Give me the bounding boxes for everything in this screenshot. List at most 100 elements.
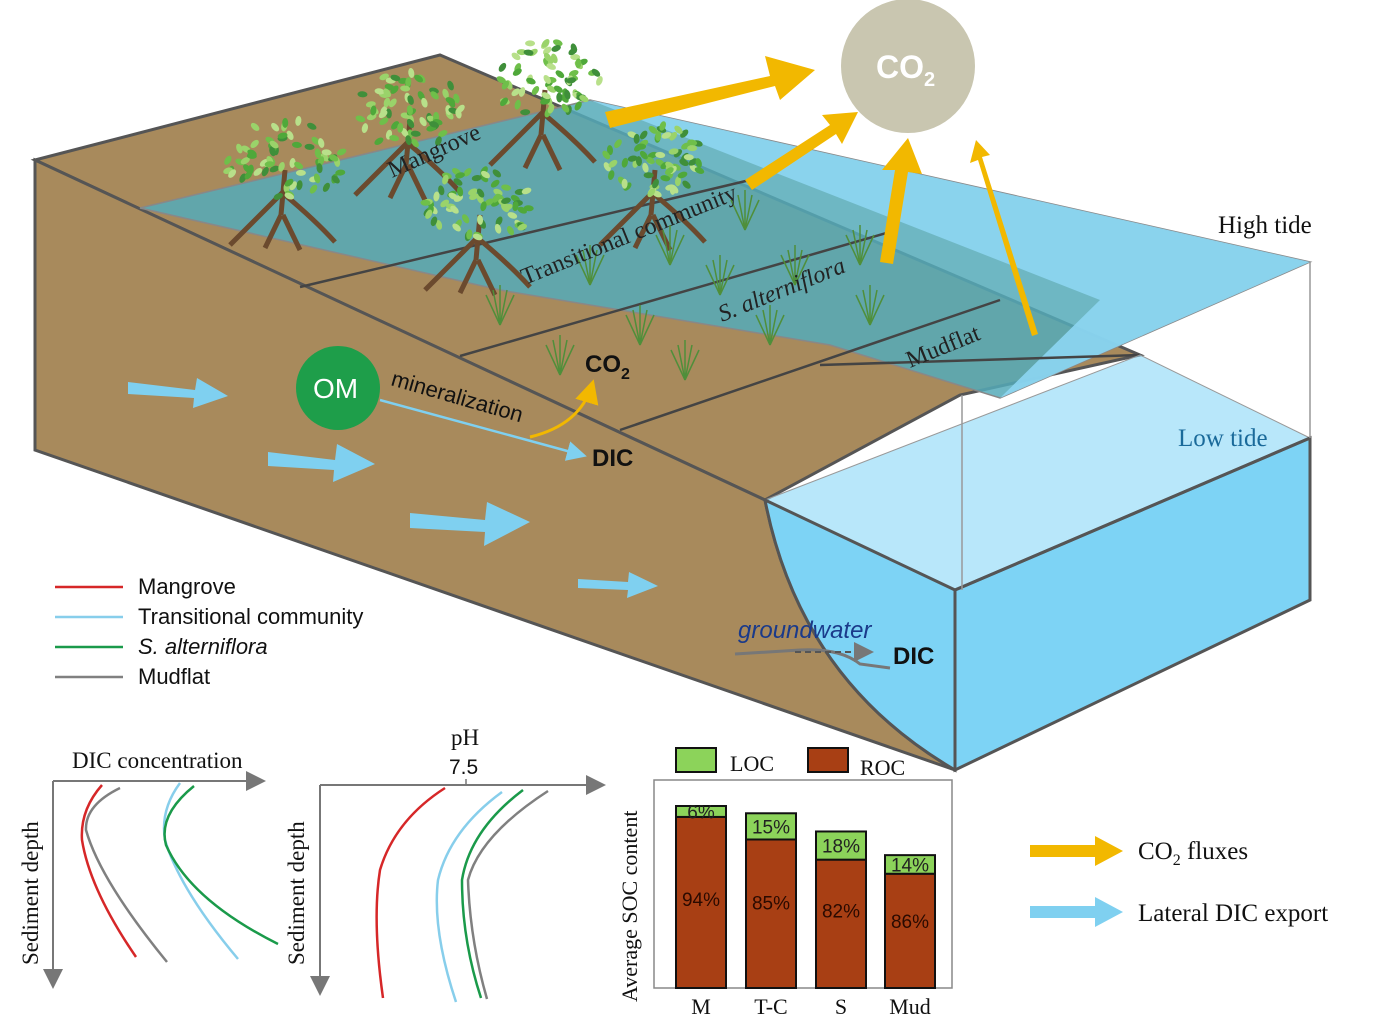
dic-x-label: DIC concentration [72, 748, 243, 773]
bar-loc-M [675, 805, 727, 818]
dic-y-label: Sediment depth [18, 821, 43, 965]
ph-curve-mangrove [375, 786, 446, 999]
bar-loc-S [815, 830, 867, 861]
line-legend: Mangrove Transitional community S. alter… [55, 574, 363, 689]
dic-curve-mudflat [84, 786, 168, 963]
grass-tuft [575, 245, 605, 286]
mangrove-tree [223, 115, 347, 252]
legend-dic-export-arrow [1030, 897, 1123, 927]
low-tide-label: Low tide [1178, 425, 1268, 452]
bar-roc-label: 82% [822, 902, 860, 923]
legend-label-mudflat: Mudflat [138, 664, 210, 689]
soc-bars: 6% 94% M 15% 85% T-C 18% 82% S 14% 86% Mud [675, 802, 936, 1019]
soc-legend-loc-label: LOC [730, 751, 774, 776]
legend-co2-flux-arrow [1030, 836, 1123, 866]
mangrove-tree [488, 39, 603, 172]
mangrove-tree [598, 121, 707, 252]
co2-flux-arrow-mangrove [605, 56, 815, 128]
bar-roc-S [815, 858, 867, 990]
bar-loc-label: 14% [891, 855, 929, 876]
legend-co2-flux-label: CO2 fluxes [1138, 838, 1248, 869]
ph-curve-salterniflora [460, 789, 524, 999]
co2-flux-arrow-salterniflora [880, 138, 922, 264]
grass-tuft [485, 285, 515, 326]
high-tide-label: High tide [1218, 212, 1312, 239]
legend-label-salterniflora: S. alterniflora [138, 634, 268, 659]
soc-legend-loc-swatch [675, 747, 717, 773]
bar-roc-label: 85% [752, 893, 790, 914]
grass-tuft [670, 340, 700, 381]
arrow-legend: CO2 fluxes Lateral DIC export [1030, 836, 1328, 927]
grass-tuft [625, 305, 655, 346]
ph-profile-chart: pH 7.5 Sediment depth [284, 725, 606, 1003]
ph-x-label: pH [451, 725, 479, 750]
ph-curve-transitional [435, 790, 503, 1003]
grass-tuft [545, 335, 575, 376]
spartina-grass [485, 190, 885, 381]
grass-tuft [730, 190, 760, 231]
dic-arrow-4 [578, 572, 658, 598]
mineralization-arrow [379, 398, 587, 461]
co2-flux-arrow-mudflat [970, 140, 1038, 336]
bar-category-label: S [835, 994, 847, 1019]
groundwater-line [734, 648, 891, 670]
mangrove-tree [420, 166, 534, 297]
dic-profile-chart: DIC concentration Sediment depth [18, 748, 279, 989]
soc-y-label: Average SOC content [617, 811, 642, 1002]
soc-bar-chart: LOC ROC Average SOC content 6% 94% M 15% 85%… [617, 747, 953, 1019]
bar-loc-label: 15% [752, 817, 790, 838]
bar-loc-T-C [745, 812, 797, 841]
dic-arrow-2 [268, 444, 375, 482]
zone-dividers [299, 178, 1141, 432]
legend-dic-export-label: Lateral DIC export [1138, 900, 1328, 927]
lateral-dic-arrows [128, 378, 658, 598]
sediment-co2-label: CO2 [585, 351, 630, 383]
grass-tuft [755, 305, 785, 346]
ph-tick-label: 7.5 [449, 756, 478, 779]
dic-curve-mangrove [80, 784, 138, 958]
atmospheric-co2-circle [841, 0, 975, 133]
atmospheric-co2-label: CO2 [876, 49, 935, 91]
bar-roc-label: 94% [682, 890, 720, 911]
low-tide-water-box [762, 262, 1312, 773]
co2-flux-arrows [605, 56, 1038, 336]
co2-flux-arrow-transitional [745, 112, 858, 190]
bar-loc-label: 18% [822, 837, 860, 858]
ph-y-label: Sediment depth [284, 821, 309, 965]
bar-roc-M [675, 815, 727, 989]
bar-category-label: M [691, 994, 711, 1019]
bar-category-label: T-C [754, 994, 787, 1019]
bar-loc-label: 6% [687, 802, 715, 823]
bar-roc-Mud [884, 872, 936, 990]
ph-curve-mudflat [466, 789, 549, 1000]
groundwater-dic-label: DIC [893, 643, 934, 670]
bar-category-label: Mud [889, 994, 931, 1019]
dic-curve-salterniflora [163, 785, 279, 946]
low-tide-side [762, 497, 957, 773]
om-label: OM [313, 373, 358, 404]
soc-plot-frame [653, 779, 953, 989]
dic-arrow-3 [410, 502, 530, 546]
co2-release-arrow [529, 379, 599, 439]
groundwater-label: groundwater [738, 617, 872, 644]
om-circle [296, 346, 380, 430]
grass-tuft [845, 225, 875, 266]
mangrove-trees [223, 39, 707, 297]
legend-label-mangrove: Mangrove [138, 574, 236, 599]
dic-arrow-1 [128, 378, 228, 408]
legend-label-transitional: Transitional community [138, 604, 363, 629]
mangrove-tree [353, 68, 465, 202]
bar-roc-label: 86% [891, 912, 929, 933]
grass-tuft [780, 245, 810, 286]
sediment-dic-label: DIC [592, 445, 633, 472]
high-tide-right-plane [590, 100, 1310, 398]
grass-tuft [655, 225, 685, 266]
soc-legend-roc-label: ROC [860, 755, 905, 780]
bar-loc-Mud [884, 854, 936, 875]
grass-tuft [705, 255, 735, 296]
grass-tuft [855, 285, 885, 326]
soc-legend-roc-swatch [807, 747, 849, 773]
dic-curve-transitional [162, 782, 239, 960]
